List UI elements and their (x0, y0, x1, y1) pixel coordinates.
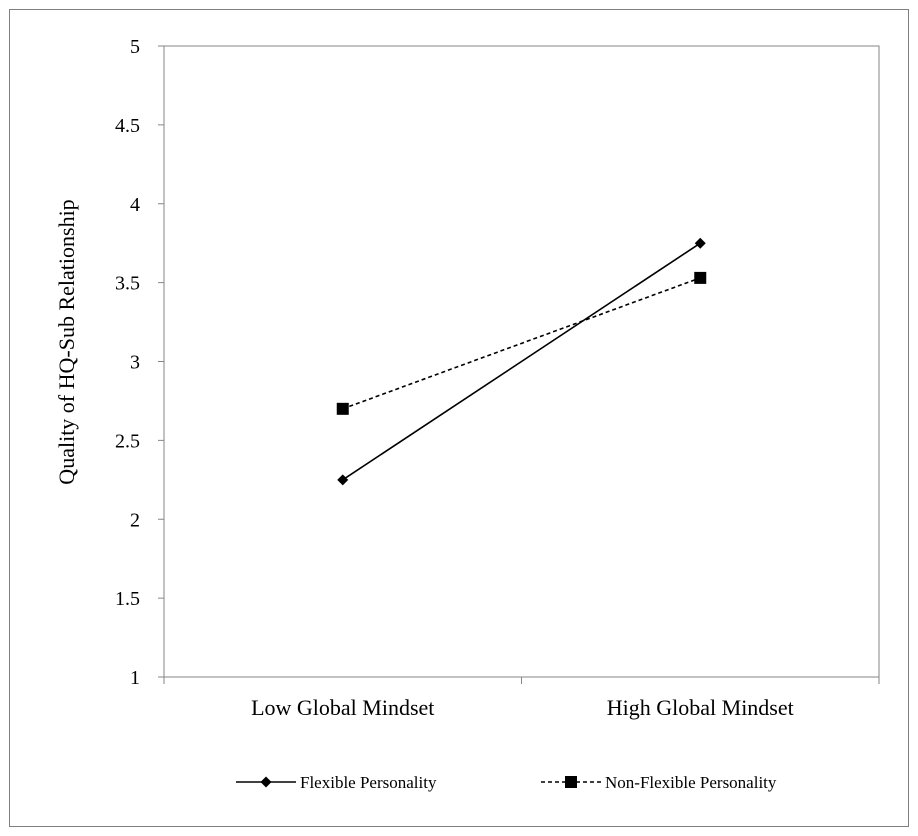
y-tick-label: 1 (130, 667, 140, 689)
series-layer (336, 237, 707, 486)
x-category-label: High Global Mindset (607, 695, 794, 720)
legend-item: Non-Flexible Personality (541, 773, 777, 792)
y-tick-label: 2 (130, 509, 140, 531)
legend-label: Non-Flexible Personality (605, 773, 777, 792)
series-line (342, 242, 701, 481)
legend-item: Flexible Personality (236, 773, 437, 792)
legend-square-marker (565, 776, 577, 788)
y-tick-label: 3 (130, 352, 140, 374)
y-tick-label: 5 (130, 36, 140, 58)
y-tick-label: 4 (130, 194, 140, 216)
chart-frame (9, 9, 909, 827)
x-category-label: Low Global Mindset (251, 695, 434, 720)
legend-diamond-marker (260, 776, 272, 788)
square-data-point (694, 271, 707, 284)
y-tick-label: 2.5 (115, 430, 140, 452)
y-axis-title: Quality of HQ-Sub Relationship (54, 199, 79, 484)
series-non-flexible (336, 271, 707, 415)
y-axis: 1 1.5 2 2.5 3 3.5 4 4.5 5 (115, 36, 165, 689)
y-tick-label: 4.5 (115, 115, 140, 137)
diamond-data-point (337, 474, 349, 486)
series-flexible (337, 237, 706, 486)
legend-label: Flexible Personality (300, 773, 437, 792)
diamond-data-point (694, 237, 706, 249)
x-axis: Low Global Mindset High Global Mindset (163, 676, 880, 720)
legend: Flexible Personality Non-Flexible Persona… (236, 773, 777, 792)
y-tick-label: 1.5 (115, 588, 140, 610)
y-tick-label: 3.5 (115, 273, 140, 295)
series-line (342, 277, 701, 410)
square-data-point (336, 402, 349, 415)
